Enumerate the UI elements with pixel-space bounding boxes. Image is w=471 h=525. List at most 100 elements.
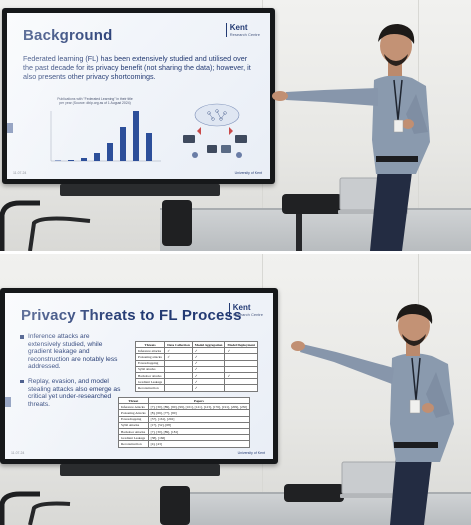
slide-title: Privacy Threats to FL Process [21, 307, 242, 324]
table-cell: Reconstruction [134, 384, 166, 392]
chair-right [282, 194, 342, 251]
hand [402, 119, 414, 129]
hair [378, 24, 415, 44]
table-cell [224, 384, 259, 392]
slide-background: Background Kent Research Centre Federate… [7, 13, 270, 179]
table-cell: ✓ [224, 371, 259, 380]
table-row: Sybil Attacks [17], [52], [68] [118, 421, 251, 430]
bar [146, 133, 152, 161]
table-row: Sybil attacks ✓ [134, 365, 259, 374]
slide-side-marker [5, 397, 11, 407]
table-cell: [4], [43] [147, 440, 251, 448]
hand [422, 403, 434, 413]
chair-left [0, 200, 91, 251]
logo-text: Kent [229, 23, 248, 32]
beard [402, 334, 426, 346]
chair-center [160, 486, 190, 525]
slide-background: Privacy Threats to FL Process Kent Resea… [5, 293, 273, 459]
table-cell: ✓ [191, 371, 226, 380]
logo-text: Kent [232, 303, 251, 312]
client-device-icon [235, 135, 247, 143]
table-row: Inference attacks ✓ ✓ ✓ [134, 347, 259, 355]
table-header-cell: Threats [134, 340, 166, 349]
table-cell: Poisoning attacks [134, 353, 166, 361]
table-cell: ✓ [191, 359, 226, 367]
bar [81, 158, 87, 161]
threat-papers-table: Threat Papers Inference Attacks [7], [30… [118, 396, 251, 448]
table-row: Gradient Leakage [38], [166] [118, 434, 251, 442]
table-header-row: Threat Papers [118, 396, 251, 405]
monitor-stand [60, 464, 220, 476]
table-cell: Reconstruction [118, 440, 149, 448]
table-cell: Gradient Leakage [134, 378, 166, 386]
arrow-icons [197, 127, 233, 135]
chair-center [162, 200, 192, 246]
table-row: Poisoning Attacks [8], [66], [77], [90] [118, 409, 251, 417]
logo-subtext: Research Centre [229, 32, 260, 37]
name-badge [409, 399, 421, 414]
bar [133, 111, 139, 161]
name-badge [393, 119, 404, 133]
slide-title: Background [23, 27, 113, 44]
table-row: Backdoor Attacks [7], [30], [89], [181] [118, 427, 251, 436]
table-cell: [7], [30], [89], [90], [99], [101], [121… [147, 403, 251, 411]
chair-right [284, 484, 344, 502]
table-cell: [7], [30], [89], [181] [147, 427, 251, 436]
table-row: Eavesdropping [57], [161], [202] [118, 415, 251, 423]
monitor-stand [60, 184, 220, 196]
chart-caption: Publications with "Federated Learning" i… [57, 97, 133, 105]
table-header-cell: Model Aggregation [191, 340, 226, 349]
table-row: Eavesdropping ✓ [134, 359, 259, 367]
table-header-cell: Model Deployment [224, 340, 259, 349]
slide-footer-logo: University of Kent [237, 451, 265, 455]
bar [107, 143, 113, 161]
slide-side-marker [7, 123, 13, 133]
table-cell: [8], [66], [77], [90] [147, 409, 251, 417]
table-cell: Sybil attacks [134, 365, 166, 374]
bar [55, 160, 61, 161]
slide-date: 11.07.24 [13, 171, 27, 175]
bullet-item: Inference attacks are extensively studie… [19, 333, 121, 371]
table-cell: Inference attacks [134, 347, 166, 355]
display-monitor: Privacy Threats to FL Process Kent Resea… [0, 288, 278, 464]
table-cell: Eavesdropping [134, 359, 166, 367]
beard [384, 54, 408, 66]
table-cell: [38], [166] [147, 434, 251, 442]
university-logo: Kent Research Centre [228, 303, 263, 317]
table-row: Gradient Leakage ✓ [134, 378, 259, 386]
table-row: Reconstruction ✓ [134, 384, 259, 392]
presenter [272, 24, 430, 251]
table-header-cell: Papers [147, 396, 251, 405]
table-cell: ✓ [191, 378, 226, 386]
conference-desk [160, 208, 471, 251]
client-device-icon [221, 145, 231, 153]
bullet-list: Inference attacks are extensively studie… [19, 333, 121, 415]
table-row: Backdoor attacks ✓ ✓ [134, 371, 259, 380]
table-cell [224, 359, 259, 367]
table-row: Reconstruction [4], [43] [118, 440, 251, 448]
face [398, 308, 430, 344]
threats-by-stage-table: Threats Data Collection Model Aggregatio… [134, 340, 259, 392]
cloud-server-icon [194, 103, 240, 127]
slide-footer-logo: University of Kent [234, 171, 262, 175]
display-monitor: Background Kent Research Centre Federate… [2, 8, 275, 184]
bullet-item: Replay, evasion, and model stealing atta… [19, 378, 121, 408]
table-cell: ✓ [191, 384, 226, 392]
university-logo: Kent Research Centre [225, 23, 260, 37]
slide-paragraph: Federated learning (FL) has been extensi… [23, 54, 251, 81]
table-cell [164, 384, 193, 392]
bar [120, 127, 126, 161]
table-cell: ✓ [191, 353, 226, 361]
table-header-row: Threats Data Collection Model Aggregatio… [134, 340, 259, 349]
user-icon [236, 152, 242, 158]
hand [272, 91, 288, 101]
table-cell [224, 353, 259, 361]
table-cell [224, 365, 259, 374]
table-cell: ✓ [224, 347, 259, 355]
table-cell [224, 378, 259, 386]
table-row: Poisoning attacks ✓ ✓ [134, 353, 259, 361]
photo-bottom-threats-slide: Privacy Threats to FL Process Kent Resea… [0, 254, 471, 525]
table-cell: [57], [161], [202] [147, 415, 251, 423]
table-cell: ✓ [191, 347, 226, 355]
hand [291, 341, 305, 351]
